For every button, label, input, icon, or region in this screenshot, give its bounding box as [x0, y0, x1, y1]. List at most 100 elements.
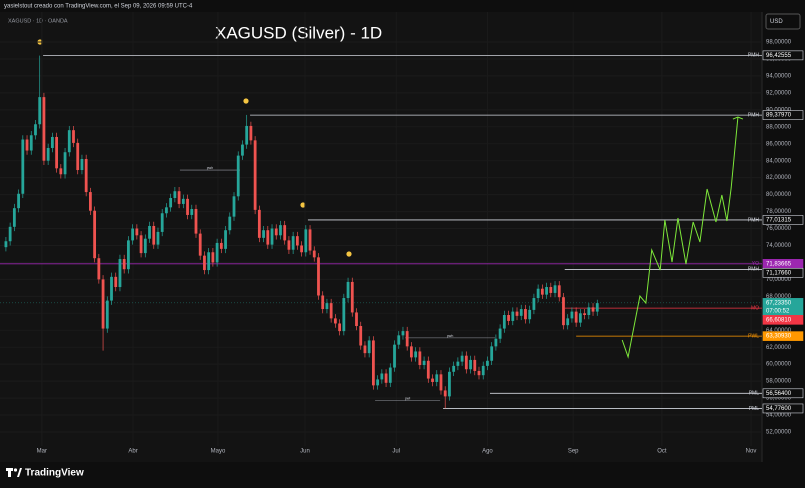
candle-body: [114, 276, 118, 288]
x-tick-label: Oct: [657, 449, 667, 455]
candle-body: [359, 326, 363, 346]
candle-body: [553, 285, 557, 293]
candle-body: [17, 193, 20, 209]
currency[interactable]: USD: [770, 19, 783, 25]
candle-body: [287, 240, 291, 250]
candle-body: [194, 209, 198, 234]
candle-body: [566, 318, 570, 326]
candle-body: [591, 307, 595, 312]
candle-body: [253, 140, 257, 210]
level-value-label: 77,01315: [766, 218, 792, 224]
candle-body: [241, 144, 244, 156]
candle-body: [143, 238, 147, 254]
candle-body: [477, 370, 481, 376]
candle-body: [283, 225, 287, 241]
candle-body: [8, 226, 12, 242]
candle-body: [410, 346, 413, 358]
candle-body: [80, 159, 84, 171]
candle-body: [528, 309, 532, 320]
annotation-label: pwh: [207, 166, 213, 170]
candle-body: [557, 285, 561, 298]
y-tick-label: 56,00000: [766, 396, 792, 402]
candle-body: [317, 257, 320, 296]
candle-body: [190, 209, 194, 215]
level-name: YO: [752, 261, 759, 267]
candle-body: [498, 328, 502, 339]
last-price-label: 67,23350: [766, 300, 792, 306]
candle-body: [101, 279, 105, 329]
candle-body: [519, 309, 523, 316]
candle-body: [55, 136, 59, 169]
candle-body: [25, 139, 29, 151]
candle-body: [76, 142, 80, 171]
candle-body: [169, 198, 173, 208]
y-tick-label: 76,00000: [766, 226, 792, 232]
candle-body: [515, 311, 519, 316]
candle-body: [127, 240, 130, 270]
candle-body: [12, 208, 16, 227]
candle-body: [443, 390, 447, 397]
candle-body: [333, 318, 337, 324]
candle-body: [464, 355, 468, 370]
chart-title: XAGUSD (Silver) - 1D: [215, 23, 382, 42]
plot-area: [0, 12, 762, 462]
candle-body: [469, 359, 472, 370]
candle-body: [122, 259, 126, 270]
candle-body: [59, 168, 63, 175]
annotation-label: pwl: [405, 397, 410, 401]
brand[interactable]: TradingView: [25, 468, 84, 479]
currency-box[interactable]: [765, 13, 801, 30]
logo-part: [17, 468, 22, 477]
candle-body: [165, 207, 168, 214]
candle-body: [536, 288, 540, 299]
candle-body: [490, 346, 494, 361]
logo-part: [8, 468, 11, 477]
candle-body: [181, 198, 185, 204]
bulb-icons: [37, 39, 352, 257]
level-name: PMH: [748, 217, 760, 223]
candle-body: [574, 311, 578, 323]
price-label-box: [762, 110, 804, 120]
level-name: PML: [749, 391, 760, 397]
y-tick-label: 70,00000: [766, 277, 792, 283]
candle-body: [72, 130, 75, 143]
candle-body: [321, 295, 325, 310]
candle-body: [211, 252, 215, 263]
x-tick-label: Mayo: [211, 449, 226, 455]
candle-body: [198, 233, 202, 256]
candle-body: [363, 345, 367, 354]
brand-logo: [6, 468, 22, 477]
level-name: PMH: [748, 112, 760, 118]
candle-body: [418, 351, 422, 366]
annotation-label: pwh: [447, 334, 453, 338]
candle-body: [249, 125, 253, 141]
candle-body: [380, 373, 384, 380]
candle-body: [562, 297, 565, 326]
symbol-line: XAGUSD · 1D · OANDA: [8, 18, 68, 24]
candle-body: [578, 313, 582, 323]
candle-body: [118, 259, 122, 288]
candle-body: [308, 229, 312, 251]
y-tick-label: 60,00000: [766, 362, 792, 368]
y-tick-label: 64,00000: [766, 328, 792, 334]
candle-body: [431, 378, 434, 382]
candle-body: [426, 360, 430, 379]
candle-body: [595, 303, 599, 312]
candle-body: [21, 139, 25, 194]
candle-body: [63, 152, 67, 175]
candle-body: [207, 252, 211, 271]
projection-line: [621, 116, 739, 359]
candle-body: [473, 359, 477, 371]
candle-body: [186, 198, 189, 215]
y-tick-label: 78,00000: [766, 209, 792, 215]
candle-body: [215, 242, 219, 263]
candle-body: [262, 230, 265, 238]
candle-body: [570, 311, 574, 319]
level-name: PMH: [748, 53, 760, 59]
candle-body: [481, 365, 485, 376]
candle-body: [549, 287, 553, 293]
candle-body: [97, 258, 101, 280]
candle-body: [325, 303, 329, 310]
projection-arrowhead: [732, 116, 744, 120]
